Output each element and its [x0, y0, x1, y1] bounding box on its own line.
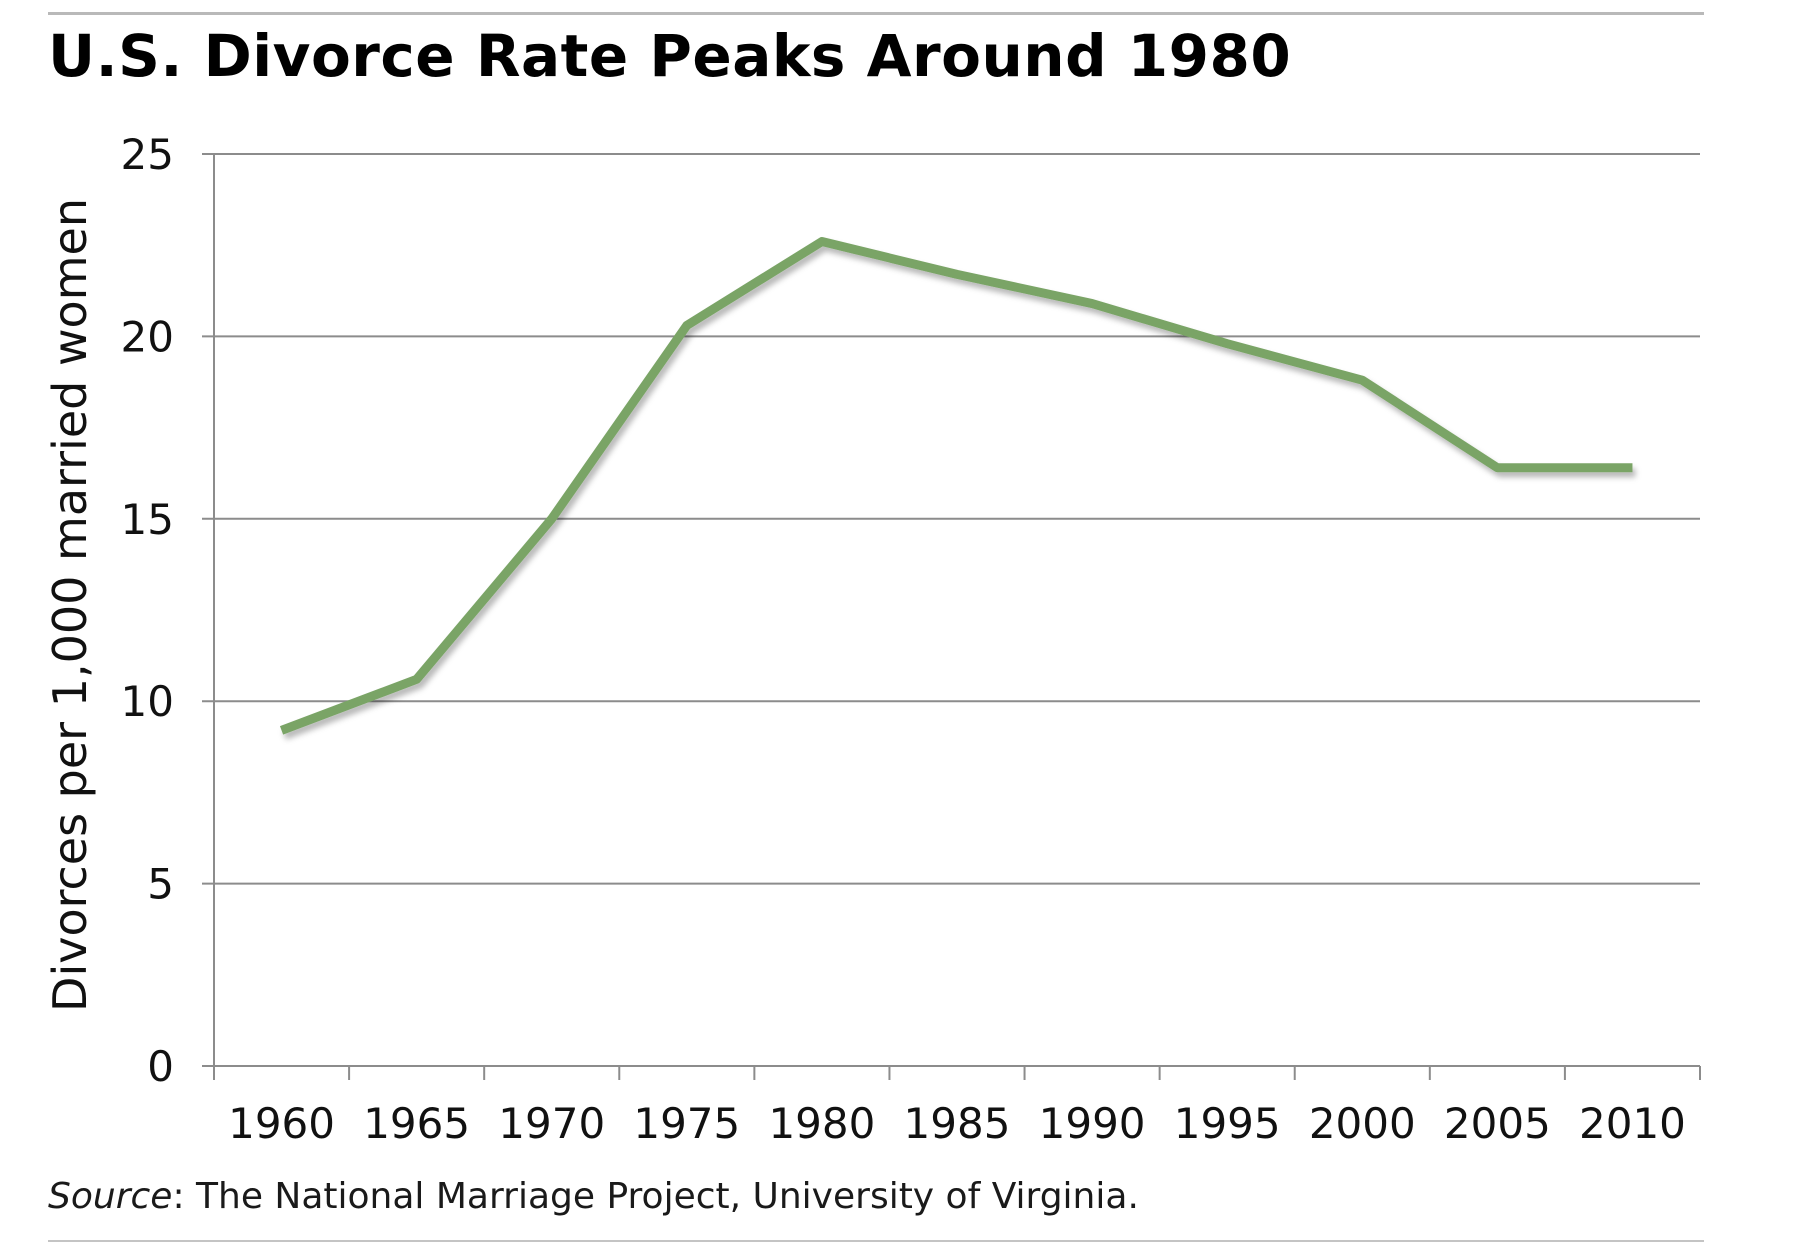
bottom-rule	[48, 1240, 1704, 1242]
y-tick-label: 25	[121, 130, 174, 179]
source-note: Source: The National Marriage Project, U…	[48, 1176, 1139, 1217]
y-tick-label: 10	[121, 677, 174, 726]
source-text: : The National Marriage Project, Univers…	[172, 1176, 1139, 1217]
x-tick-label: 1965	[363, 1099, 470, 1148]
y-axis-label: Divorces per 1,000 married women	[43, 198, 97, 1012]
x-tick-label: 1960	[228, 1099, 335, 1148]
series-line-0	[279, 237, 1633, 735]
x-tick-label: 1995	[1174, 1099, 1281, 1148]
x-tick-label: 1975	[633, 1099, 740, 1148]
y-tick-label: 15	[121, 495, 174, 544]
source-label: Source	[48, 1176, 173, 1217]
y-tick-label: 20	[121, 312, 174, 361]
axes	[202, 154, 1701, 1080]
x-tick-label: 2000	[1309, 1099, 1416, 1148]
x-tick-labels: 1960 1965 1970 1975 1980 1985 1990 1995 2000 2005…	[228, 1099, 1686, 1148]
series-lines	[279, 237, 1633, 735]
x-tick-label: 1980	[768, 1099, 875, 1148]
y-tick-labels: 0 5 10 15 20 25	[121, 130, 174, 1091]
x-tick-label: 1985	[904, 1099, 1011, 1148]
x-tick-label: 2010	[1579, 1099, 1686, 1148]
x-tick-label: 2005	[1444, 1099, 1551, 1148]
y-tick-label: 5	[147, 860, 174, 909]
gridlines	[202, 153, 1700, 885]
top-rule	[48, 12, 1704, 15]
y-tick-label: 0	[147, 1042, 174, 1091]
chart-title: U.S. Divorce Rate Peaks Around 1980	[48, 22, 1292, 90]
x-tick-label: 1970	[498, 1099, 605, 1148]
x-tick-label: 1990	[1039, 1099, 1146, 1148]
